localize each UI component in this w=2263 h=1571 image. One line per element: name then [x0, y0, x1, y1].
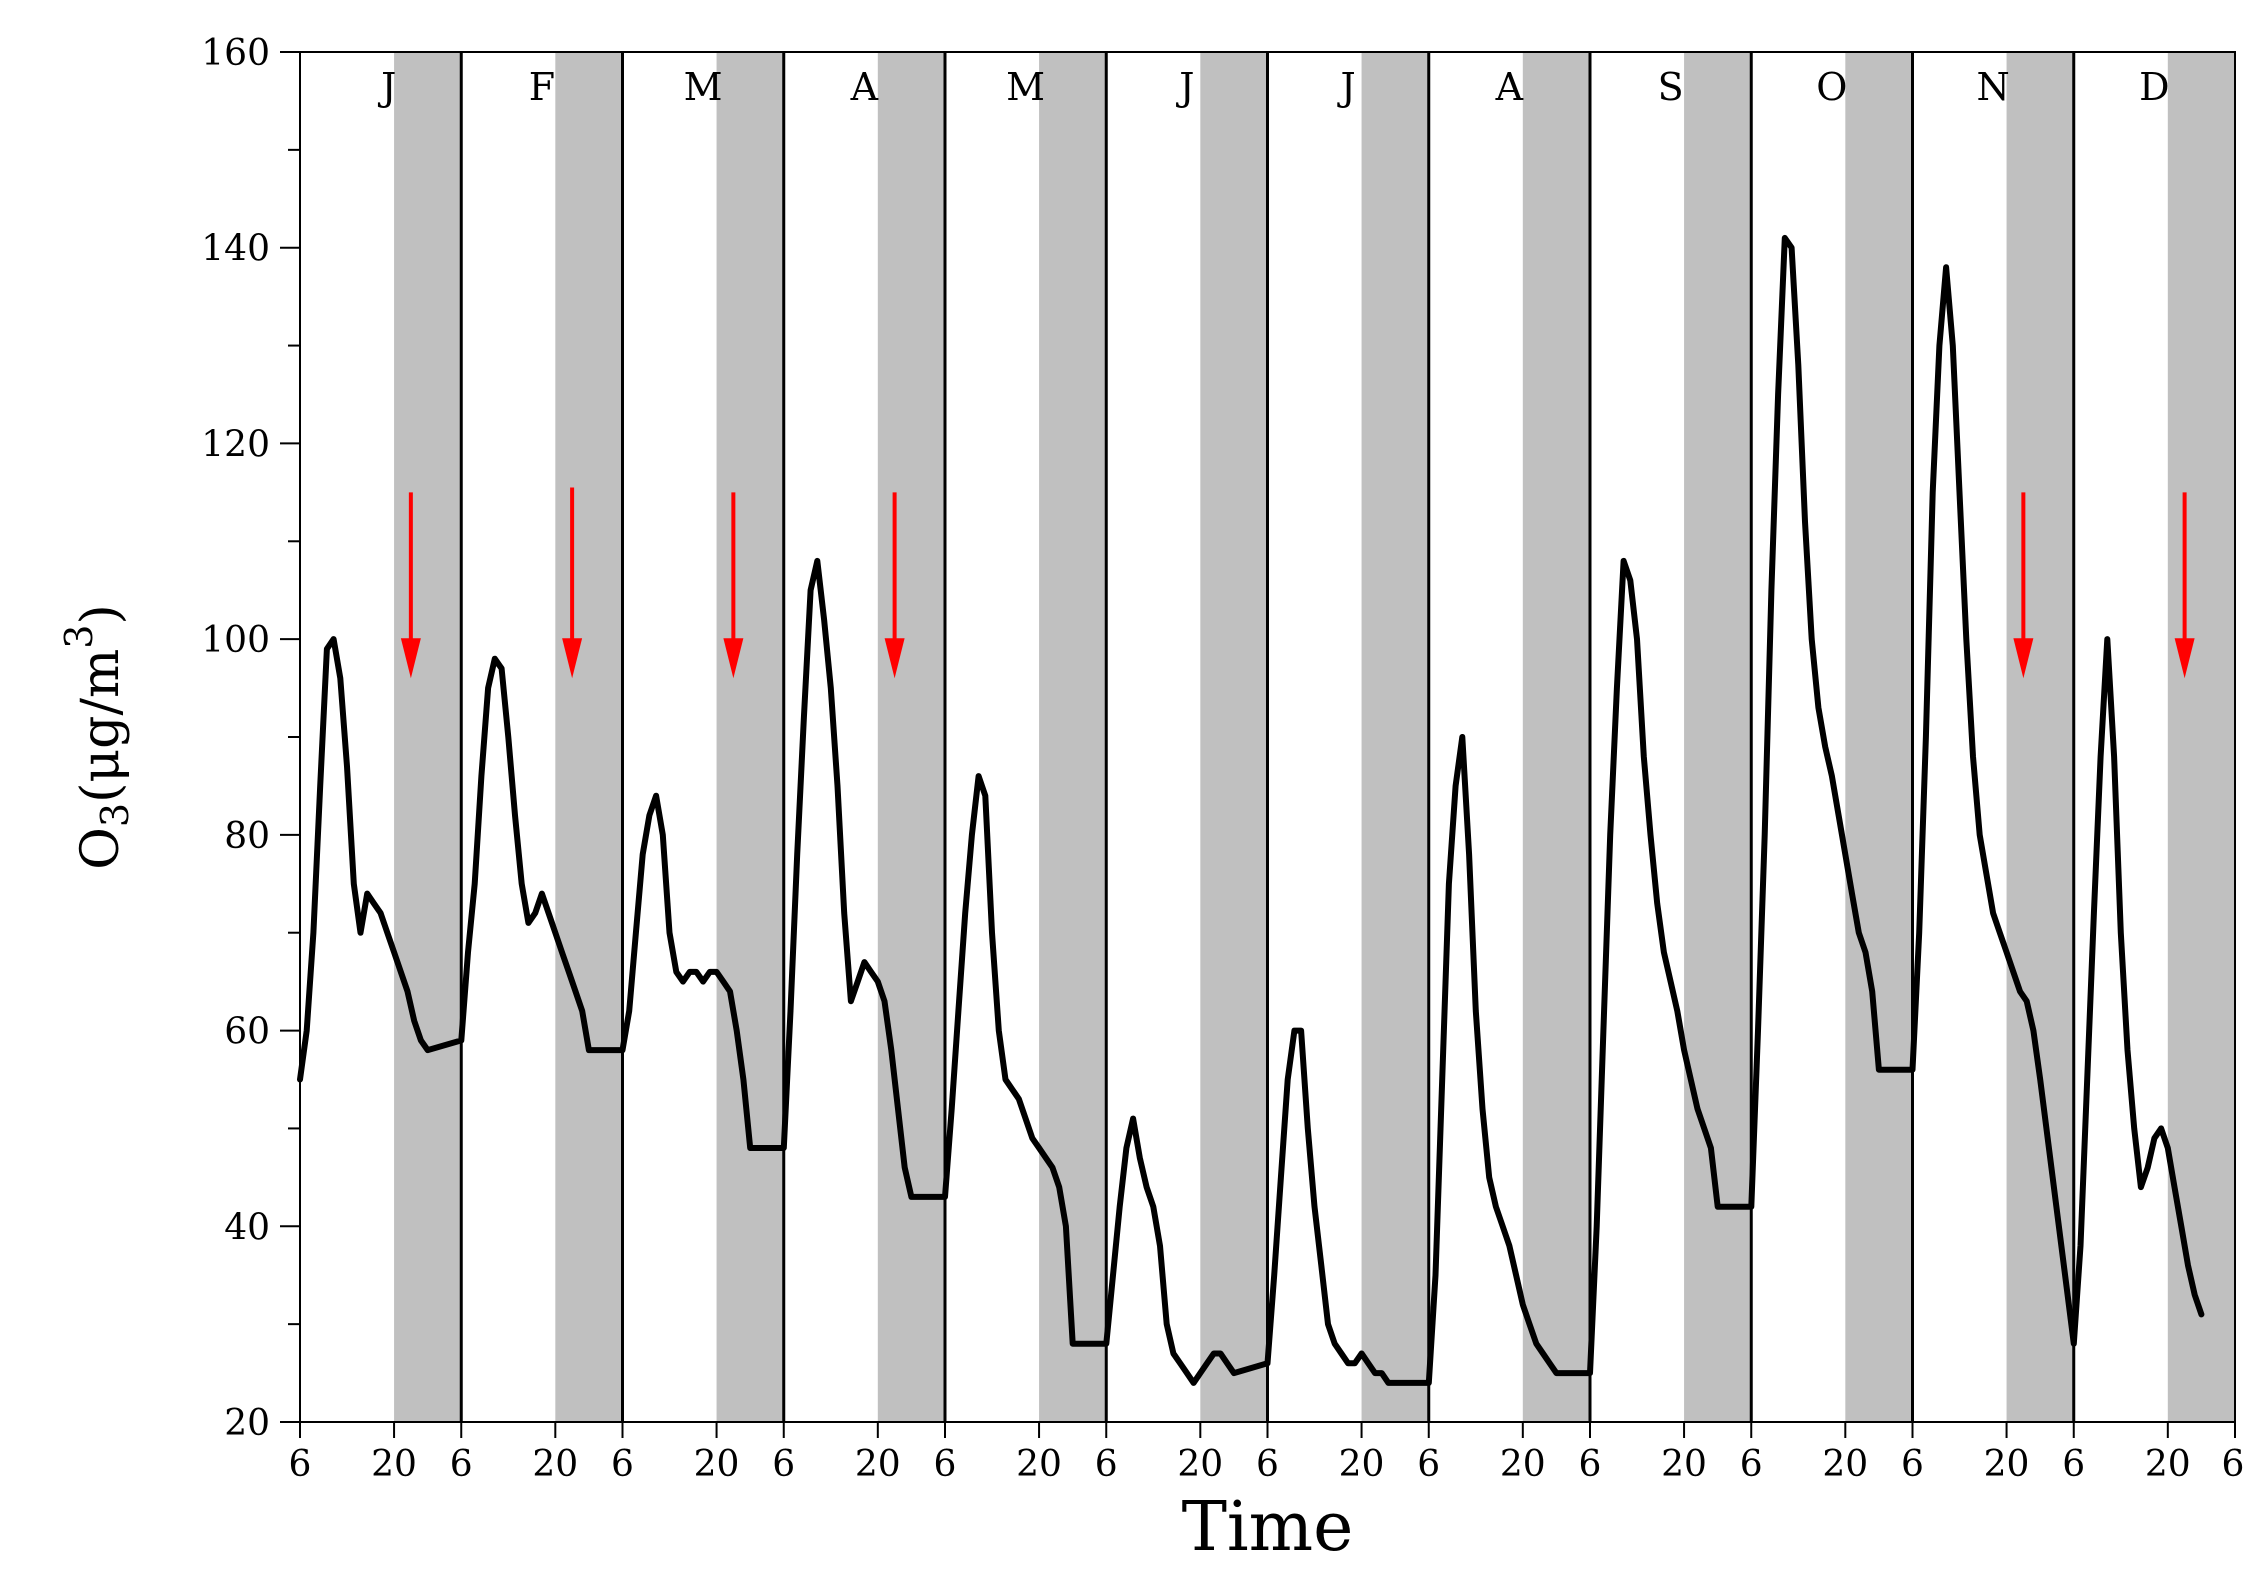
month-separators — [459, 52, 2076, 1422]
x-tick-label: 6 — [611, 1444, 634, 1485]
month-label: S — [1658, 65, 1684, 109]
x-tick-label: 6 — [289, 1444, 312, 1485]
x-tick-label: 6 — [2222, 1444, 2245, 1485]
y-tick-label: 40 — [224, 1207, 270, 1248]
x-tick-label: 6 — [1095, 1444, 1118, 1485]
x-axis-ticks: 6 20 6 20 6 20 6 20 6 20 6 20 6 20 6 20 6 20 6 20 6 20 6 20 6 — [289, 1422, 2245, 1485]
y-tick-label: 80 — [224, 816, 270, 857]
red-arrow-0 — [400, 492, 421, 679]
y-title-unit: (μg/m — [71, 649, 131, 803]
x-tick-label: 6 — [1901, 1444, 1924, 1485]
night-band-1 — [555, 52, 623, 1422]
x-tick-label: 6 — [772, 1444, 795, 1485]
red-arrow-head — [884, 638, 905, 679]
night-band-2 — [716, 52, 784, 1422]
y-tick-label: 100 — [201, 620, 270, 661]
x-axis-title: Time — [1182, 1488, 1354, 1567]
month-label: A — [1495, 65, 1524, 109]
x-tick-label: 20 — [532, 1444, 578, 1485]
y-title-sup: 3 — [57, 625, 101, 649]
x-tick-label: 6 — [1417, 1444, 1440, 1485]
month-label: M — [1006, 65, 1045, 109]
x-tick-label: 20 — [1661, 1444, 1707, 1485]
y-axis-ticks: 20 40 60 80 100 120 140 160 — [201, 33, 300, 1444]
x-tick-label: 6 — [450, 1444, 473, 1485]
red-arrow-5 — [2174, 492, 2195, 679]
x-tick-label: 20 — [371, 1444, 417, 1485]
night-band-10 — [2006, 52, 2074, 1422]
ozone-line — [297, 234, 2205, 1386]
red-arrow-3 — [884, 492, 905, 679]
x-tick-label: 6 — [1579, 1444, 1602, 1485]
night-band-9 — [1845, 52, 1913, 1422]
month-label: F — [529, 65, 555, 109]
red-arrow-2 — [723, 492, 744, 679]
y-tick-label: 60 — [224, 1012, 270, 1053]
red-arrows — [400, 487, 2195, 679]
night-shading-layer — [394, 52, 2235, 1422]
y-tick-label: 140 — [201, 229, 270, 270]
ozone-series-line — [297, 234, 2205, 1386]
x-tick-label: 20 — [1500, 1444, 1546, 1485]
x-tick-label: 20 — [1016, 1444, 1062, 1485]
x-tick-label: 6 — [2062, 1444, 2085, 1485]
x-tick-label: 20 — [1984, 1444, 2030, 1485]
x-tick-label: 20 — [1177, 1444, 1223, 1485]
night-band-3 — [877, 52, 945, 1422]
y-title-close: ) — [71, 604, 131, 624]
red-arrow-head — [2013, 638, 2034, 679]
night-band-0 — [394, 52, 462, 1422]
night-band-5 — [1200, 52, 1268, 1422]
red-arrow-head — [562, 638, 583, 679]
night-band-4 — [1039, 52, 1107, 1422]
month-label: M — [684, 65, 723, 109]
y-title-main: O — [71, 827, 131, 870]
x-tick-label: 20 — [2145, 1444, 2191, 1485]
month-label: J — [1175, 65, 1194, 109]
x-tick-label: 20 — [1822, 1444, 1868, 1485]
red-arrow-4 — [2013, 492, 2034, 679]
y-axis-title: O3(μg/m3) — [57, 604, 137, 870]
x-tick-label: 6 — [1256, 1444, 1279, 1485]
month-label: A — [850, 65, 879, 109]
x-tick-label: 6 — [934, 1444, 957, 1485]
month-label: J — [1337, 65, 1356, 109]
night-band-11 — [2167, 52, 2235, 1422]
y-title-sub: 3 — [93, 803, 137, 827]
x-tick-label: 20 — [1339, 1444, 1385, 1485]
month-label: D — [2139, 65, 2169, 109]
red-arrow-1 — [562, 487, 583, 679]
month-label: N — [1977, 65, 2010, 109]
month-label: J — [377, 65, 396, 109]
x-tick-label: 20 — [694, 1444, 740, 1485]
y-tick-label: 20 — [224, 1403, 270, 1444]
y-tick-label: 160 — [201, 33, 270, 74]
x-tick-label: 20 — [855, 1444, 901, 1485]
red-arrow-head — [400, 638, 421, 679]
month-label: O — [1816, 65, 1847, 109]
y-tick-label: 120 — [201, 424, 270, 465]
red-arrow-head — [2174, 638, 2195, 679]
night-band-6 — [1361, 52, 1429, 1422]
night-band-7 — [1522, 52, 1590, 1422]
night-band-8 — [1684, 52, 1752, 1422]
x-tick-label: 6 — [1740, 1444, 1763, 1485]
red-arrow-head — [723, 638, 744, 679]
